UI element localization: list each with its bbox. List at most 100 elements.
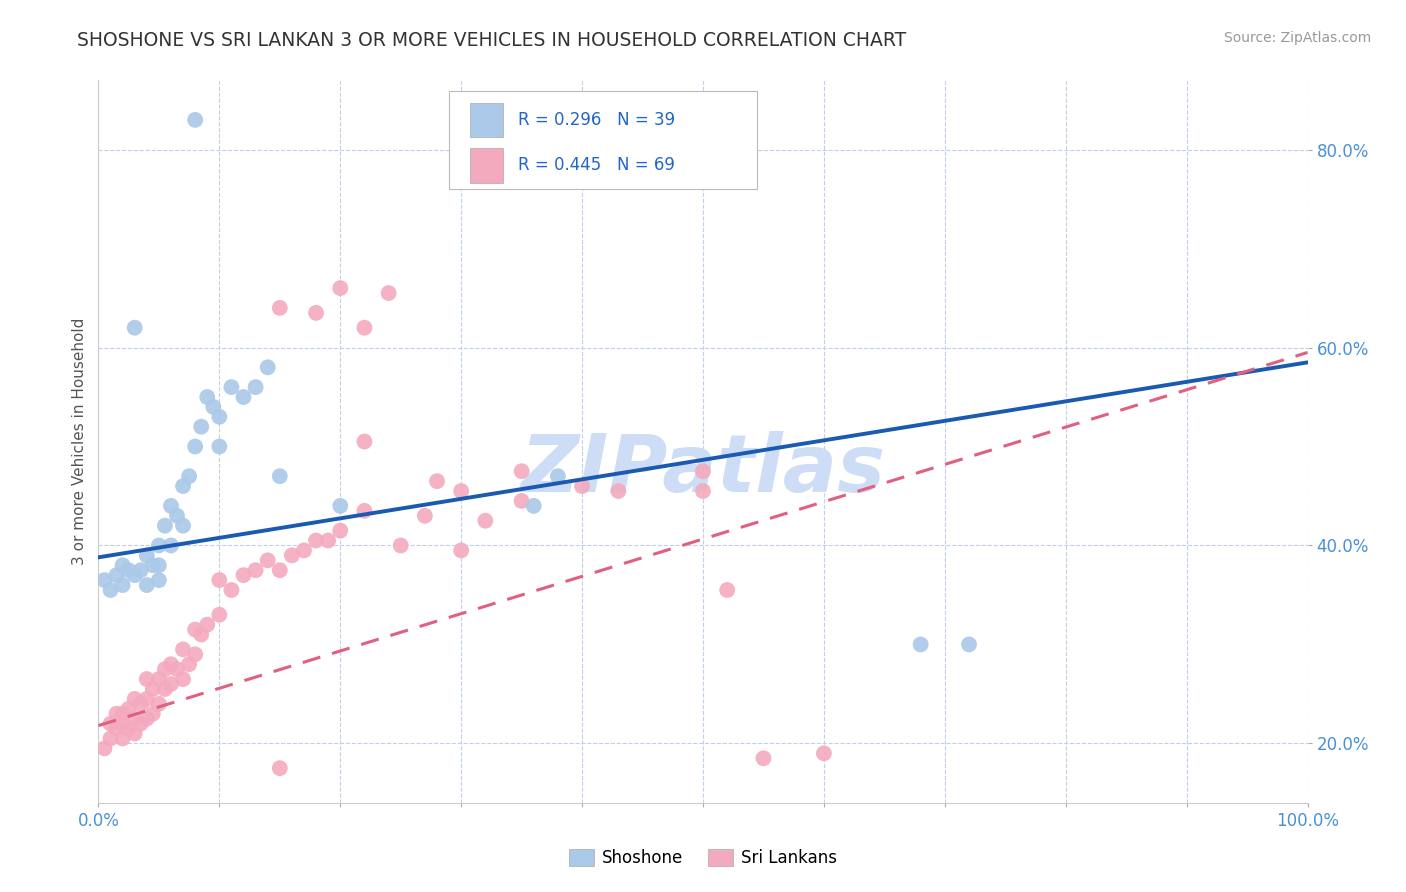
Point <box>450 543 472 558</box>
Point <box>256 360 278 375</box>
Point <box>166 508 188 523</box>
Point <box>269 469 291 483</box>
Point <box>426 474 449 488</box>
Point <box>153 518 176 533</box>
Point <box>353 504 375 518</box>
Point <box>100 731 122 746</box>
Point <box>172 642 194 657</box>
Point <box>105 568 128 582</box>
Point <box>474 514 496 528</box>
FancyBboxPatch shape <box>449 91 758 189</box>
Point <box>389 539 412 553</box>
Point <box>208 573 231 587</box>
Point <box>450 483 472 498</box>
Point <box>269 761 291 775</box>
Point <box>190 419 212 434</box>
Point <box>957 637 980 651</box>
Point <box>256 553 278 567</box>
Point <box>179 657 201 672</box>
Point <box>413 508 436 523</box>
Point <box>184 440 207 454</box>
Point <box>353 320 375 334</box>
Point <box>148 672 170 686</box>
Point <box>172 479 194 493</box>
Point <box>329 524 352 538</box>
Point <box>716 582 738 597</box>
Point <box>190 627 212 641</box>
Point <box>208 607 231 622</box>
Point <box>523 499 546 513</box>
Point <box>202 400 225 414</box>
Point <box>316 533 339 548</box>
Point <box>232 568 254 582</box>
Point <box>269 563 291 577</box>
Point <box>813 747 835 761</box>
Point <box>184 648 207 662</box>
Point <box>245 563 267 577</box>
Point <box>377 286 399 301</box>
Text: Source: ZipAtlas.com: Source: ZipAtlas.com <box>1223 31 1371 45</box>
Text: SHOSHONE VS SRI LANKAN 3 OR MORE VEHICLES IN HOUSEHOLD CORRELATION CHART: SHOSHONE VS SRI LANKAN 3 OR MORE VEHICLE… <box>77 31 907 50</box>
Legend: Shoshone, Sri Lankans: Shoshone, Sri Lankans <box>562 842 844 874</box>
Point <box>129 697 152 711</box>
Point <box>105 722 128 736</box>
Point <box>172 518 194 533</box>
Point <box>571 479 593 493</box>
Point <box>93 741 115 756</box>
Point <box>245 380 267 394</box>
Point <box>129 716 152 731</box>
Point <box>221 380 243 394</box>
Point <box>910 637 932 651</box>
Y-axis label: 3 or more Vehicles in Household: 3 or more Vehicles in Household <box>72 318 87 566</box>
Point <box>118 722 141 736</box>
Point <box>118 702 141 716</box>
Point <box>172 672 194 686</box>
Point <box>124 320 146 334</box>
Point <box>111 578 134 592</box>
Point <box>142 706 165 721</box>
Point <box>142 558 165 573</box>
Point <box>232 390 254 404</box>
Point <box>269 301 291 315</box>
Point <box>148 697 170 711</box>
Point <box>160 499 183 513</box>
Point <box>184 623 207 637</box>
Point <box>135 672 157 686</box>
Point <box>353 434 375 449</box>
Point <box>160 539 183 553</box>
Point <box>179 469 201 483</box>
Point <box>305 306 328 320</box>
Point <box>111 716 134 731</box>
Point <box>142 681 165 696</box>
Point <box>135 712 157 726</box>
Point <box>111 706 134 721</box>
Point <box>292 543 315 558</box>
Point <box>111 731 134 746</box>
Point <box>105 706 128 721</box>
Point <box>124 568 146 582</box>
Point <box>100 716 122 731</box>
Point <box>148 539 170 553</box>
Point <box>135 549 157 563</box>
Point <box>135 578 157 592</box>
Point <box>166 662 188 676</box>
Text: R = 0.296   N = 39: R = 0.296 N = 39 <box>517 111 675 129</box>
Point <box>153 662 176 676</box>
Point <box>148 558 170 573</box>
Point <box>195 390 218 404</box>
Point <box>148 573 170 587</box>
Point <box>184 112 207 127</box>
Point <box>124 712 146 726</box>
Point <box>692 464 714 478</box>
FancyBboxPatch shape <box>470 148 503 183</box>
Point <box>221 582 243 597</box>
Point <box>129 563 152 577</box>
Point <box>547 469 569 483</box>
Point <box>329 281 352 295</box>
Point <box>329 499 352 513</box>
Point <box>153 681 176 696</box>
Point <box>93 573 115 587</box>
Point <box>607 483 630 498</box>
Point <box>195 617 218 632</box>
Text: ZIPatlas: ZIPatlas <box>520 432 886 509</box>
